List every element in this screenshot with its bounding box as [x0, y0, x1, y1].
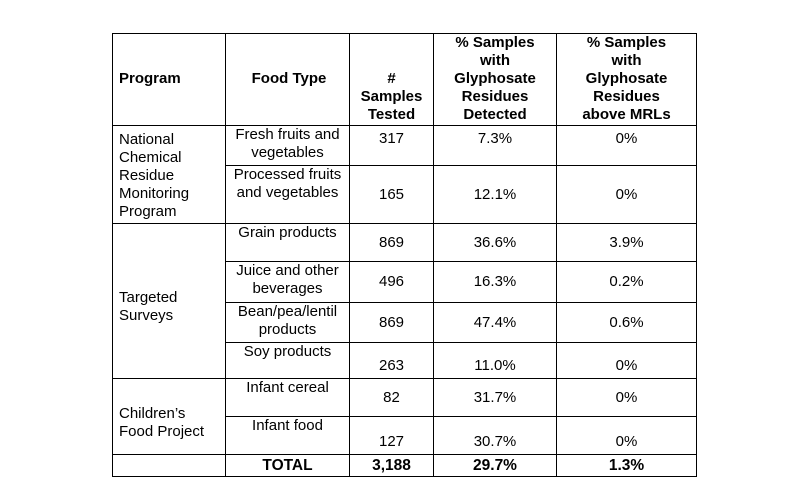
table-row: National Chemical Residue Monitoring Pro…: [112, 125, 697, 224]
program-targeted: Targeted Surveys: [112, 223, 226, 379]
pct-above-mrl: 0%: [556, 342, 697, 379]
food-type: Grain products: [225, 223, 350, 262]
pct-detected: 16.3%: [433, 261, 557, 303]
header-food-type: Food Type: [225, 33, 350, 126]
pct-detected: 47.4%: [433, 302, 557, 343]
table-row: Soy products 263 11.0% 0%: [113, 342, 697, 379]
header-above-mrls: % Samples with Glyphosate Residues above…: [556, 33, 697, 126]
food-type: Soy products: [225, 342, 350, 379]
samples-tested: 127: [349, 416, 434, 455]
total-row: TOTAL 3,188 29.7% 1.3%: [112, 454, 697, 477]
food-type: Juice and other beverages: [225, 261, 350, 303]
table-row: Targeted Surveys Grain products 869 36.6…: [112, 223, 697, 379]
program-national: National Chemical Residue Monitoring Pro…: [112, 125, 226, 224]
food-type: Fresh fruits and vegetables: [225, 125, 350, 166]
pct-above-mrl: 0%: [556, 165, 697, 224]
total-detected: 29.7%: [433, 454, 557, 477]
food-type: Infant cereal: [225, 378, 350, 417]
header-row: Program Food Type # Samples Tested % Sam…: [112, 33, 697, 126]
pct-detected: 36.6%: [433, 223, 557, 262]
table-row: Juice and other beverages 496 16.3% 0.2%: [113, 261, 697, 303]
table-row: Infant food 127 30.7% 0%: [113, 416, 697, 455]
header-detected: % Samples with Glyphosate Residues Detec…: [433, 33, 557, 126]
samples-tested: 263: [349, 342, 434, 379]
samples-tested: 869: [349, 302, 434, 343]
pct-detected: 7.3%: [433, 125, 557, 166]
pct-detected: 11.0%: [433, 342, 557, 379]
samples-tested: 82: [349, 378, 434, 417]
samples-tested: 317: [349, 125, 434, 166]
table-row: Processed fruits and vegetables 165 12.1…: [113, 165, 697, 224]
samples-tested: 869: [349, 223, 434, 262]
food-type: Infant food: [225, 416, 350, 455]
table-row: Children’s Food Project Infant cereal 82…: [112, 378, 697, 455]
program-children: Children’s Food Project: [112, 378, 226, 455]
total-above-mrl: 1.3%: [556, 454, 697, 477]
pct-above-mrl: 0%: [556, 378, 697, 417]
pct-above-mrl: 0.2%: [556, 261, 697, 303]
pct-detected: 31.7%: [433, 378, 557, 417]
header-samples-tested: # Samples Tested: [349, 33, 434, 126]
food-type: Processed fruits and vegetables: [225, 165, 350, 224]
pct-detected: 30.7%: [433, 416, 557, 455]
glyphosate-residue-table: Program Food Type # Samples Tested % Sam…: [112, 33, 697, 477]
total-label: TOTAL: [225, 454, 350, 477]
pct-detected: 12.1%: [433, 165, 557, 224]
total-samples: 3,188: [349, 454, 434, 477]
samples-tested: 165: [349, 165, 434, 224]
pct-above-mrl: 3.9%: [556, 223, 697, 262]
pct-above-mrl: 0%: [556, 125, 697, 166]
pct-above-mrl: 0%: [556, 416, 697, 455]
total-blank-cell: [112, 454, 226, 477]
header-program: Program: [112, 33, 226, 126]
pct-above-mrl: 0.6%: [556, 302, 697, 343]
table-row: Bean/pea/lentil products 869 47.4% 0.6%: [113, 302, 697, 343]
food-type: Bean/pea/lentil products: [225, 302, 350, 343]
samples-tested: 496: [349, 261, 434, 303]
